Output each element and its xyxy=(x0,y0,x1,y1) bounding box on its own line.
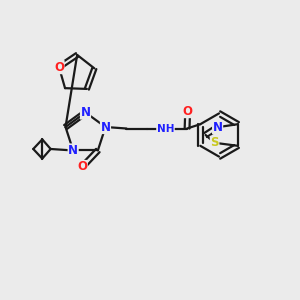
Text: O: O xyxy=(183,105,193,118)
Text: N: N xyxy=(100,121,110,134)
Text: N: N xyxy=(213,121,223,134)
Text: O: O xyxy=(54,61,64,74)
Text: NH: NH xyxy=(157,124,174,134)
Text: N: N xyxy=(80,106,91,119)
Text: S: S xyxy=(210,136,219,149)
Text: N: N xyxy=(68,144,78,157)
Text: O: O xyxy=(77,160,87,173)
